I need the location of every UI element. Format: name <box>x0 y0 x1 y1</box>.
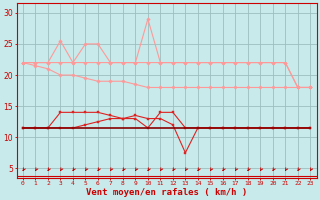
X-axis label: Vent moyen/en rafales ( km/h ): Vent moyen/en rafales ( km/h ) <box>86 188 247 197</box>
